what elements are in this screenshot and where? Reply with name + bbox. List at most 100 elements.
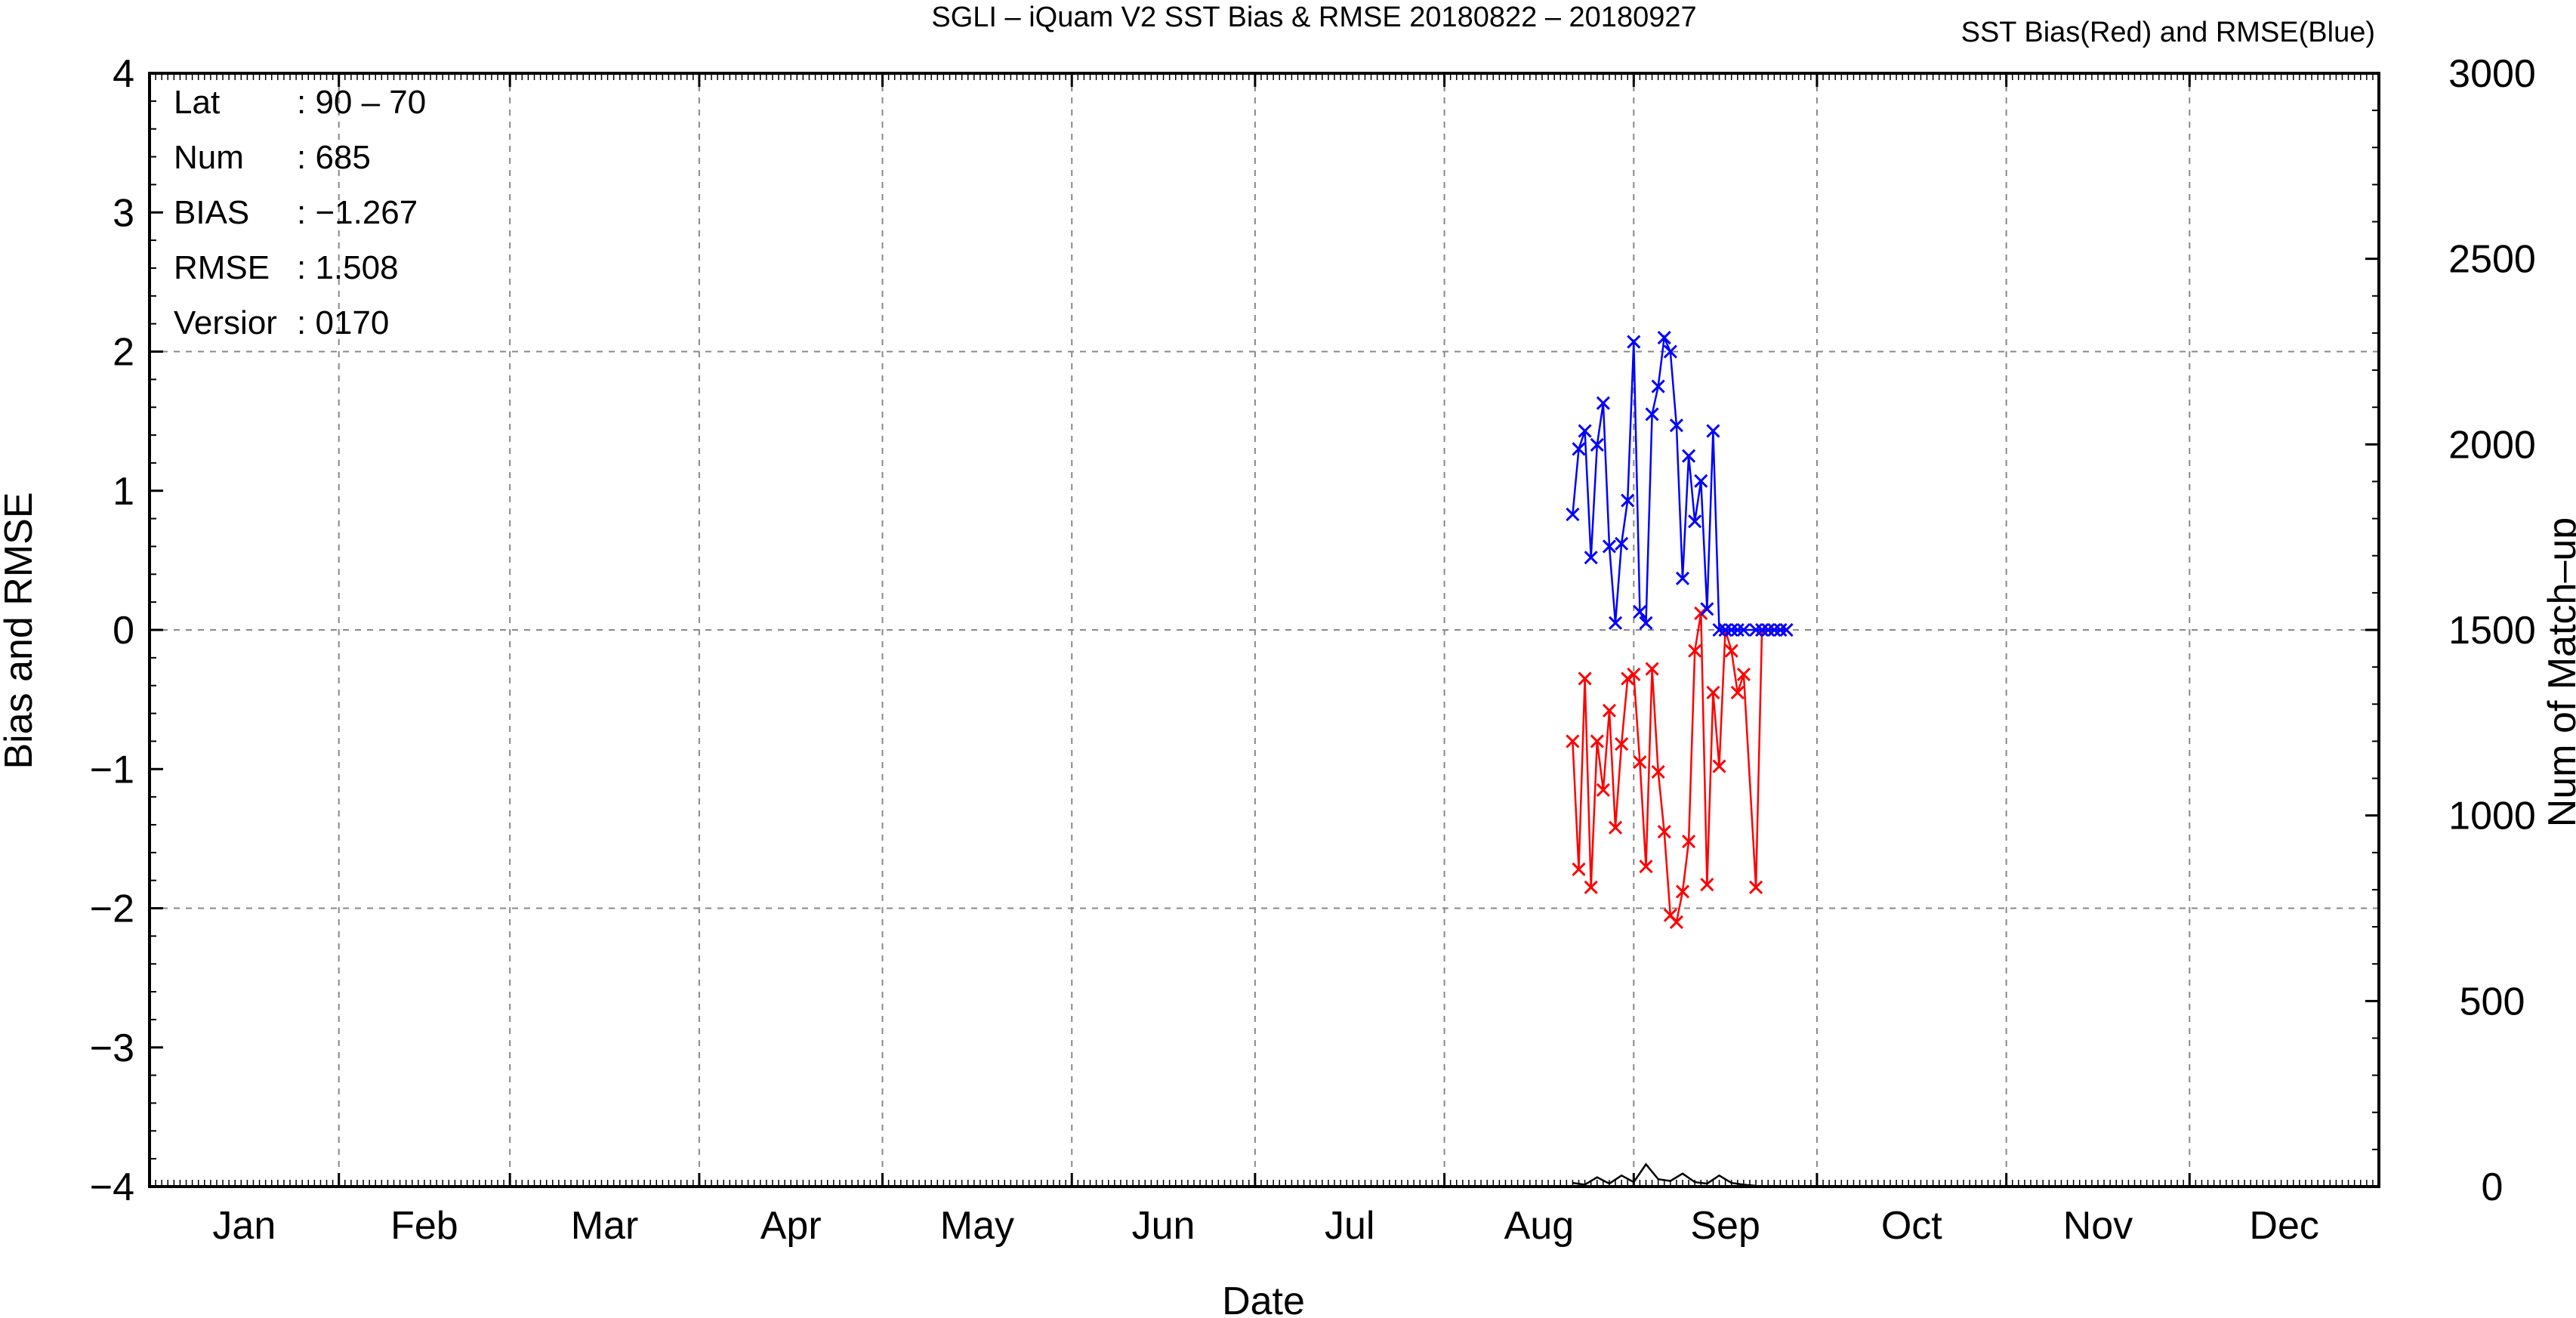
data-point-1 bbox=[1779, 622, 1794, 637]
y-tick-label: 4 bbox=[113, 52, 134, 96]
data-point-1 bbox=[1663, 344, 1677, 359]
data-point-0 bbox=[1590, 734, 1604, 749]
info-value: : −1.267 bbox=[297, 194, 418, 231]
info-label: BIAS bbox=[174, 194, 249, 231]
data-point-0 bbox=[1669, 915, 1683, 929]
data-point-0 bbox=[1675, 884, 1690, 899]
data-point-1 bbox=[1608, 616, 1623, 630]
data-point-1 bbox=[1615, 536, 1629, 551]
data-point-1 bbox=[1584, 551, 1598, 565]
y2-tick-label: 0 bbox=[2482, 1165, 2504, 1209]
y-tick-label: 0 bbox=[113, 609, 134, 653]
chart-subtitle: SST Bias(Red) and RMSE(Blue) bbox=[1961, 17, 2375, 48]
data-point-1 bbox=[1694, 474, 1708, 488]
info-box: Lat : 90 – 70 Num : 685 BIAS : −1.267 RMSE : 1.… bbox=[174, 84, 426, 341]
y2-tick-label: 2500 bbox=[2448, 238, 2536, 282]
info-value: : 685 bbox=[297, 139, 371, 176]
x-axis-label: Date bbox=[1222, 1279, 1305, 1318]
info-value: : 1.508 bbox=[297, 249, 399, 286]
data-point-0 bbox=[1657, 825, 1671, 839]
data-point-0 bbox=[1566, 734, 1580, 749]
y-tick-label: 1 bbox=[113, 470, 134, 514]
x-tick-label: Nov bbox=[2063, 1204, 2133, 1248]
info-value: : 90 – 70 bbox=[297, 84, 426, 121]
x-tick-label: Jan bbox=[212, 1204, 276, 1248]
data-point-1 bbox=[1706, 424, 1720, 438]
y-tick-label: −2 bbox=[90, 887, 134, 931]
data-point-1 bbox=[1688, 514, 1702, 529]
data-point-1 bbox=[1700, 602, 1714, 616]
data-point-1 bbox=[1639, 616, 1653, 630]
info-label: Lat bbox=[174, 84, 220, 121]
data-point-1 bbox=[1748, 622, 1763, 637]
data-point-1 bbox=[1566, 508, 1580, 522]
data-point-1 bbox=[1755, 622, 1769, 637]
data-point-0 bbox=[1682, 834, 1696, 849]
data-point-1 bbox=[1682, 449, 1696, 463]
axes: 4 3 2 1 0 −1 −2 −3 −4 3000 2500 2000 1500 1000 500 0 Jan… bbox=[90, 52, 2536, 1248]
data-point-1 bbox=[1730, 622, 1745, 637]
data-point-1 bbox=[1675, 571, 1690, 585]
data-point-0 bbox=[1584, 880, 1598, 894]
data-point-0 bbox=[1639, 860, 1653, 874]
data-point-1 bbox=[1761, 622, 1775, 637]
y2-tick-label: 3000 bbox=[2448, 52, 2536, 96]
y2-tick-label: 2000 bbox=[2448, 423, 2536, 467]
x-tick-label: Jun bbox=[1132, 1204, 1195, 1248]
data-point-0 bbox=[1736, 667, 1751, 682]
data-point-0 bbox=[1730, 685, 1745, 699]
x-tick-label: Jul bbox=[1325, 1204, 1374, 1248]
y-axis-label: Bias and RMSE bbox=[0, 492, 41, 769]
data-point-0 bbox=[1615, 737, 1629, 752]
data-point-1 bbox=[1718, 622, 1732, 637]
data-point-0 bbox=[1712, 759, 1726, 773]
y-tick-label: −4 bbox=[90, 1165, 134, 1209]
y-tick-label: −1 bbox=[90, 748, 134, 792]
data-point-1 bbox=[1590, 437, 1604, 452]
data-point-0 bbox=[1572, 862, 1586, 876]
series-line-0 bbox=[1572, 613, 1787, 924]
x-tick-label: Apr bbox=[760, 1204, 822, 1248]
data-point-0 bbox=[1621, 671, 1635, 686]
x-tick-label: Dec bbox=[2249, 1204, 2318, 1248]
data-point-0 bbox=[1627, 667, 1641, 682]
data-point-1 bbox=[1669, 418, 1683, 433]
y-tick-label: 2 bbox=[113, 331, 134, 375]
x-tick-label: Aug bbox=[1504, 1204, 1575, 1248]
data-point-1 bbox=[1651, 379, 1665, 394]
data-point-0 bbox=[1700, 878, 1714, 892]
data-point-0 bbox=[1608, 820, 1623, 835]
data-point-0 bbox=[1694, 606, 1708, 620]
data-point-0 bbox=[1596, 782, 1610, 797]
data-point-1 bbox=[1596, 396, 1610, 410]
data-point-1 bbox=[1627, 335, 1641, 349]
data-point-0 bbox=[1688, 644, 1702, 658]
x-tick-label: May bbox=[940, 1204, 1014, 1248]
data-point-1 bbox=[1773, 622, 1788, 637]
data-point-0 bbox=[1724, 644, 1738, 658]
info-label: Versior bbox=[174, 304, 277, 341]
data-point-0 bbox=[1645, 662, 1659, 676]
data-point-1 bbox=[1645, 407, 1659, 421]
series-line-1 bbox=[1572, 334, 1787, 631]
x-tick-label: Sep bbox=[1690, 1204, 1760, 1248]
info-label: RMSE bbox=[174, 249, 270, 286]
y2-tick-label: 1000 bbox=[2448, 795, 2536, 838]
y-tick-label: −3 bbox=[90, 1026, 134, 1070]
info-label: Num bbox=[174, 139, 244, 176]
data-point-1 bbox=[1657, 331, 1671, 345]
y-tick-label: 3 bbox=[113, 191, 134, 235]
data-point-0 bbox=[1602, 703, 1617, 718]
y2-axis-label: Num of Match–up bbox=[2541, 517, 2576, 827]
data-point-0 bbox=[1633, 755, 1647, 770]
info-value: : 0170 bbox=[297, 304, 389, 341]
data-point-1 bbox=[1633, 604, 1647, 619]
data-point-1 bbox=[1712, 622, 1726, 637]
data-point-0 bbox=[1748, 880, 1763, 894]
grid bbox=[150, 73, 2379, 1187]
y2-tick-label: 1500 bbox=[2448, 609, 2536, 653]
y2-tick-label: 500 bbox=[2460, 980, 2525, 1023]
series-group bbox=[1566, 331, 1794, 1187]
data-point-1 bbox=[1602, 539, 1617, 554]
